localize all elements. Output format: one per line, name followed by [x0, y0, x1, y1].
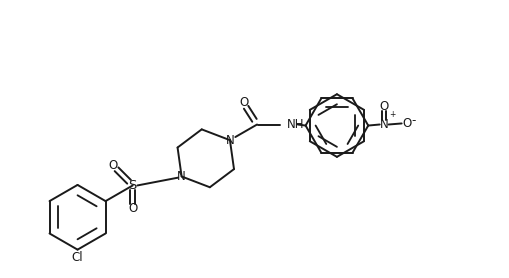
- Text: O: O: [402, 117, 411, 130]
- Text: N: N: [225, 134, 234, 147]
- Text: S: S: [128, 179, 136, 192]
- Text: O: O: [379, 100, 388, 113]
- Text: -: -: [410, 114, 415, 127]
- Text: N: N: [379, 118, 387, 131]
- Text: O: O: [108, 159, 117, 172]
- Text: Cl: Cl: [72, 251, 83, 264]
- Text: O: O: [128, 202, 137, 215]
- Text: N: N: [177, 170, 186, 183]
- Text: NH: NH: [287, 118, 304, 131]
- Text: O: O: [239, 96, 248, 109]
- Text: +: +: [388, 110, 394, 119]
